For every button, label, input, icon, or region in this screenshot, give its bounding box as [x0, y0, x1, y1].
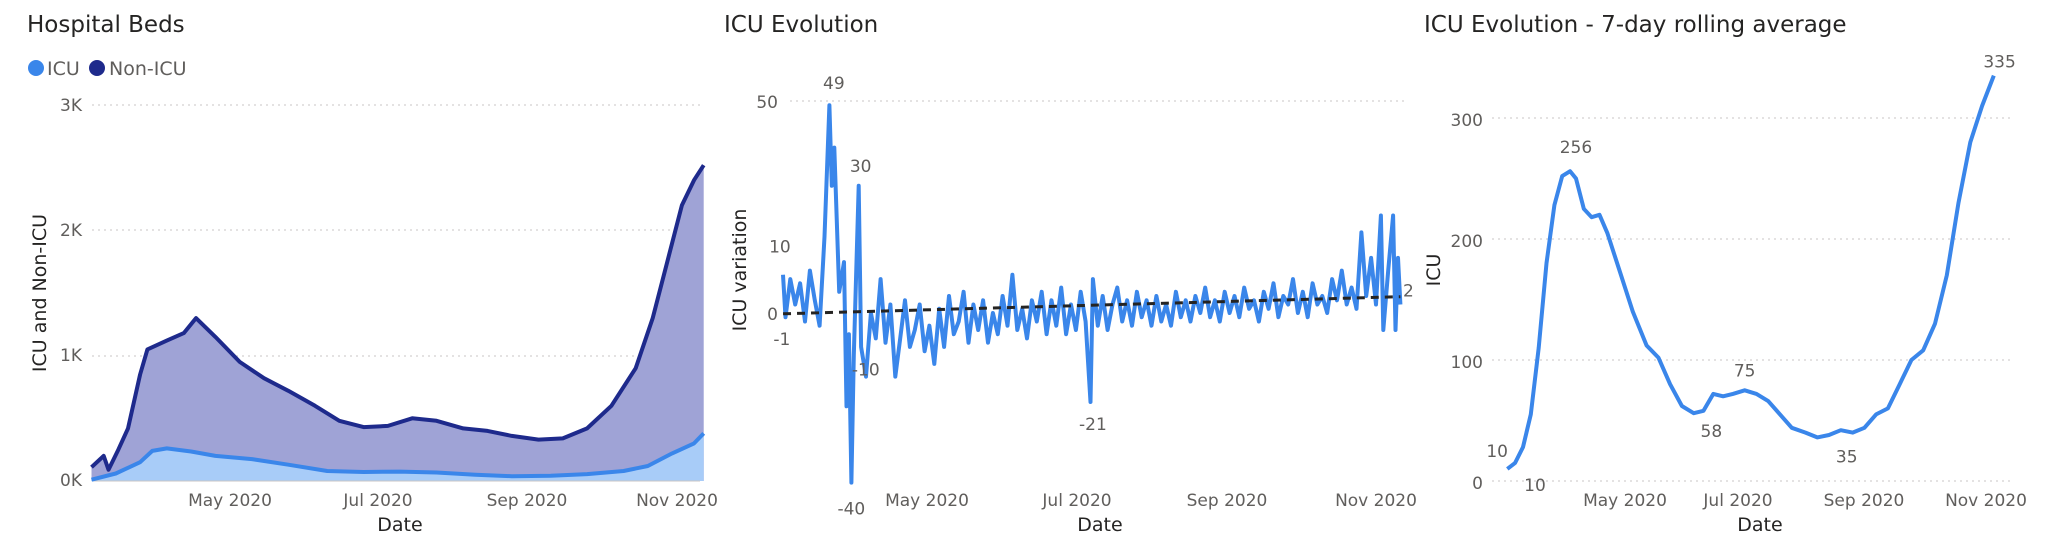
y-axis-title: ICU variation [729, 209, 751, 332]
y-tick-label: 0 [767, 305, 778, 325]
y-tick-label: 300 [1451, 111, 1483, 131]
series-line-icu-variation [781, 103, 1403, 485]
series-line-non-icu [90, 164, 706, 472]
plot-area [90, 164, 706, 482]
chart-title: ICU Evolution - 7-day rolling average [1424, 12, 1847, 38]
y-tick-label: 1K [60, 346, 83, 366]
x-axis-title: Date [1737, 514, 1782, 536]
y-gridlines [1492, 117, 2010, 361]
area-icu [91, 433, 704, 481]
trend-line [782, 295, 1401, 316]
y-tick-label: 2K [60, 221, 83, 241]
y-gridlines [92, 104, 700, 357]
y-axis-title: ICU [1423, 254, 1445, 287]
x-tick-label: Nov 2020 [1335, 491, 1417, 511]
chart-title: Hospital Beds [27, 12, 185, 38]
data-label: 10 [769, 238, 791, 258]
y-tick-label: 0 [1472, 474, 1483, 494]
legend-label-non-icu[interactable]: Non-ICU [109, 58, 187, 80]
data-label: 75 [1734, 361, 1756, 381]
y-tick-label: 0K [60, 471, 83, 491]
x-axis-title: Date [1077, 514, 1122, 536]
x-tick-label: Nov 2020 [636, 491, 718, 511]
plot-area: 10 -1 49 30 -10 -40 -21 2 [769, 74, 1414, 519]
data-label: 10 [1524, 476, 1546, 496]
chart-legend: ICU Non-ICU [28, 58, 187, 80]
data-label: -21 [1079, 415, 1107, 435]
x-tick-label: Nov 2020 [1945, 491, 2027, 511]
x-tick-label: Sep 2020 [1824, 491, 1905, 511]
x-tick-label: May 2020 [1583, 491, 1667, 511]
data-label: -40 [837, 500, 865, 520]
legend-marker-non-icu [89, 60, 105, 76]
data-label: 58 [1701, 422, 1723, 442]
series-line-icu-rolling [1506, 74, 1996, 471]
plot-area: 10 10 256 58 75 35 335 [1486, 53, 2015, 496]
y-tick-label: 3K [60, 96, 83, 116]
x-axis-title: Date [377, 514, 422, 536]
chart-icu-rolling-average: ICU Evolution - 7-day rolling average 30… [1423, 12, 2027, 536]
legend-label-icu[interactable]: ICU [47, 58, 80, 80]
chart-title: ICU Evolution [724, 12, 878, 38]
legend-marker-icu [28, 60, 44, 76]
area-non-icu [91, 165, 704, 481]
y-tick-label: 200 [1451, 232, 1483, 252]
y-axis-title: ICU and Non-ICU [29, 214, 51, 372]
chart-icu-evolution: ICU Evolution 50 0 May 2020 Jul 2020 Sep… [724, 12, 1417, 536]
x-tick-label: Sep 2020 [487, 491, 568, 511]
series-line-icu [91, 432, 706, 482]
data-label: 2 [1403, 282, 1414, 302]
data-label: 30 [850, 157, 872, 177]
data-label: -10 [852, 360, 880, 380]
data-label: -1 [773, 330, 790, 350]
x-tick-label: Jul 2020 [1702, 491, 1772, 511]
y-tick-label: 50 [756, 93, 778, 113]
x-tick-label: May 2020 [188, 491, 272, 511]
y-tick-label: 100 [1451, 353, 1483, 373]
x-tick-label: May 2020 [885, 491, 969, 511]
x-tick-label: Jul 2020 [1041, 491, 1111, 511]
data-label: 335 [1983, 53, 2015, 73]
x-tick-label: Jul 2020 [342, 491, 412, 511]
chart-hospital-beds: Hospital Beds ICU Non-ICU 3K 2K 1K 0K Ma… [27, 12, 718, 536]
x-tick-label: Sep 2020 [1187, 491, 1268, 511]
data-label: 256 [1560, 138, 1592, 158]
data-label: 49 [823, 74, 845, 94]
data-label: 10 [1486, 442, 1508, 462]
data-label: 35 [1836, 448, 1858, 468]
